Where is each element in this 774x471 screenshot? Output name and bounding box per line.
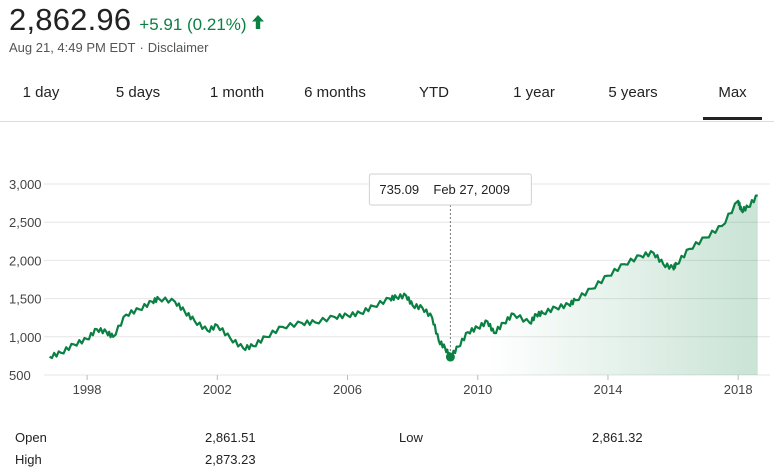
x-tick-label: 2014 <box>594 382 623 397</box>
disclaimer-link[interactable]: Disclaimer <box>147 40 209 55</box>
tab-1-month[interactable]: 1 month <box>209 84 265 101</box>
y-tick-label: 2,000 <box>9 253 42 268</box>
price-change: +5.91 (0.21%) <box>139 15 247 34</box>
x-tick-label: 2018 <box>724 382 753 397</box>
stat-label-open: Open <box>15 430 47 445</box>
tab-5-years[interactable]: 5 years <box>608 84 658 101</box>
y-tick-label: 1,000 <box>9 330 42 345</box>
tab-max[interactable]: Max <box>703 73 762 120</box>
y-tick-label: 2,500 <box>9 215 42 230</box>
quote-header: 2,862.96 +5.91 (0.21%) <box>9 2 265 38</box>
price-chart[interactable]: 3,000 2,500 2,000 1,500 1,000 500 1998 2002 200… <box>0 160 774 410</box>
stat-value-open: 2,861.51 <box>205 430 256 445</box>
stat-value-low: 2,861.32 <box>592 430 643 445</box>
stat-label-high: High <box>15 452 42 467</box>
y-tick-label: 1,500 <box>9 292 42 307</box>
x-tick-label: 1998 <box>73 382 102 397</box>
x-tick-label: 2010 <box>463 382 492 397</box>
range-tabs: 1 day 5 days 1 month 6 months YTD 1 year… <box>0 73 774 122</box>
tooltip-value: 735.09 <box>379 182 419 197</box>
tab-5-days[interactable]: 5 days <box>115 84 161 101</box>
price-line <box>49 194 758 360</box>
arrow-up-icon <box>251 15 264 29</box>
tab-1-day[interactable]: 1 day <box>22 84 60 101</box>
price-area <box>49 195 758 375</box>
y-tick-label: 3,000 <box>9 177 42 192</box>
price-value: 2,862.96 <box>9 2 132 37</box>
tooltip-point <box>445 352 455 362</box>
x-tick-label: 2002 <box>203 382 232 397</box>
tooltip-date: Feb 27, 2009 <box>433 182 510 197</box>
tooltip-box <box>368 173 532 206</box>
chart-tooltip: 735.09 Feb 27, 2009 <box>368 173 532 206</box>
y-tick-label: 500 <box>9 368 31 383</box>
stat-value-high: 2,873.23 <box>205 452 256 467</box>
timestamp: Aug 21, 4:49 PM EDT <box>9 40 136 55</box>
x-tick-label: 2006 <box>333 382 362 397</box>
tab-1-year[interactable]: 1 year <box>513 84 555 101</box>
tab-ytd[interactable]: YTD <box>419 84 449 101</box>
quote-meta: Aug 21, 4:49 PM EDT · Disclaimer <box>9 40 208 55</box>
stat-label-low: Low <box>399 430 423 445</box>
meta-separator: · <box>139 40 144 55</box>
tab-6-months[interactable]: 6 months <box>304 84 366 101</box>
